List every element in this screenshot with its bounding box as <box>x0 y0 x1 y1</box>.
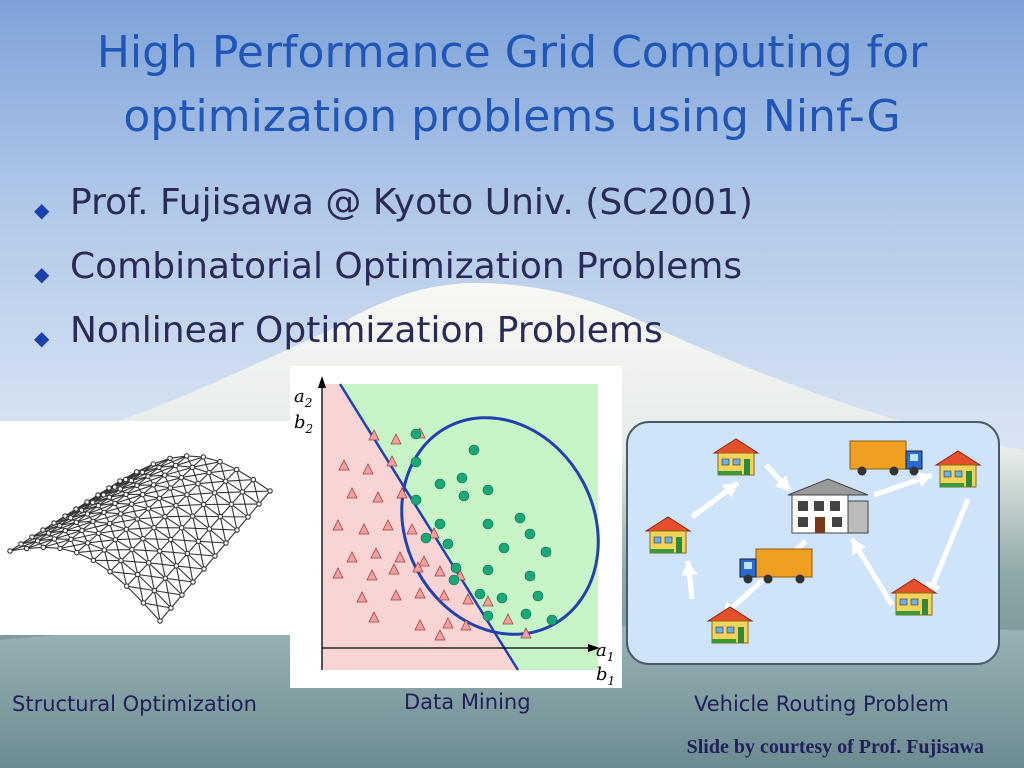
class-b-point <box>456 472 468 484</box>
class-a-point <box>332 567 344 579</box>
class-a-point <box>462 593 474 605</box>
class-a-point <box>406 523 418 535</box>
bullet-text: Nonlinear Optimization Problems <box>70 310 663 351</box>
x-axis-label-a: a1 <box>596 640 614 664</box>
caption-structural-optimization: Structural Optimization <box>12 692 257 716</box>
y-axis-label-b: b2 <box>294 412 313 436</box>
class-b-point <box>410 428 422 440</box>
route-arrowhead-icon <box>852 539 867 556</box>
y-axis-arrow-icon <box>318 376 326 388</box>
class-b-point <box>532 590 544 602</box>
class-a-point <box>414 587 426 599</box>
bullet-text: Combinatorial Optimization Problems <box>70 246 743 287</box>
class-b-point <box>474 588 486 600</box>
slide-title-line-2: optimization problems using Ninf-G <box>123 91 901 142</box>
class-b-point <box>524 570 536 582</box>
separating-line <box>338 383 520 671</box>
y-axis-label-a: a2 <box>294 386 312 410</box>
class-a-point <box>412 561 424 573</box>
class-a-point <box>414 619 426 631</box>
vehicle-routing-figure <box>626 421 1000 665</box>
caption-vehicle-routing: Vehicle Routing Problem <box>694 692 949 716</box>
class-a-point <box>388 563 400 575</box>
class-b-point <box>482 484 494 496</box>
class-a-point <box>428 527 440 539</box>
class-a-point <box>520 627 532 639</box>
class-a-point <box>382 519 394 531</box>
class-a-point <box>396 487 408 499</box>
class-a-point <box>438 589 450 601</box>
class-b-point <box>434 478 446 490</box>
diamond-bullet-icon: ◆ <box>34 262 50 286</box>
class-b-point <box>540 546 552 558</box>
diamond-bullet-icon: ◆ <box>34 198 50 222</box>
x-axis-arrow-icon <box>588 644 600 652</box>
class-a-point <box>358 523 370 535</box>
class-b-point <box>482 564 494 576</box>
class-a-point <box>338 459 350 471</box>
class-b-point <box>458 490 470 502</box>
class-a-point <box>442 617 454 629</box>
class-a-point <box>346 551 358 563</box>
slide-credit: Slide by courtesy of Prof. Fujisawa <box>686 736 984 758</box>
class-a-point <box>434 629 446 641</box>
class-a-point <box>332 519 344 531</box>
class-a-point <box>346 487 358 499</box>
class-b-point <box>514 512 526 524</box>
class-a-point <box>368 611 380 623</box>
diamond-bullet-icon: ◆ <box>34 326 50 350</box>
class-b-point <box>410 456 422 468</box>
class-a-point <box>390 433 402 445</box>
class-b-point <box>482 518 494 530</box>
class-a-point <box>370 547 382 559</box>
class-b-point <box>482 610 494 622</box>
x-axis-label-b: b1 <box>596 664 615 688</box>
route-arrowhead-icon <box>916 472 932 488</box>
class-a-point <box>368 429 380 441</box>
class-a-point <box>482 595 494 607</box>
class-b-point <box>442 538 454 550</box>
class-a-point <box>394 551 406 563</box>
class-a-point <box>356 591 368 603</box>
class-a-point <box>372 491 384 503</box>
class-a-point <box>418 555 430 567</box>
class-a-point <box>366 569 378 581</box>
route-arrow <box>925 498 971 598</box>
data-mining-figure: a2 b2 a1 b1 <box>290 366 622 688</box>
class-b-point <box>468 444 480 456</box>
class-a-point <box>386 455 398 467</box>
class-a-point <box>390 589 402 601</box>
class-a-point <box>362 463 374 475</box>
class-b-point <box>420 532 432 544</box>
route-arrowhead-icon <box>774 475 790 491</box>
class-a-point <box>434 565 446 577</box>
class-b-point <box>498 542 510 554</box>
class-b-point <box>496 592 508 604</box>
slide-title-line-1: High Performance Grid Computing for <box>96 27 928 78</box>
class-b-point <box>524 528 536 540</box>
class-b-point <box>434 518 446 530</box>
class-b-point <box>546 614 558 626</box>
structural-truss-figure <box>0 421 292 635</box>
class-a-point <box>460 619 472 631</box>
depot-building <box>787 478 869 534</box>
route-arrowhead-icon <box>721 483 738 498</box>
bullet-text: Prof. Fujisawa @ Kyoto Univ. (SC2001) <box>70 182 753 223</box>
caption-data-mining: Data Mining <box>404 690 531 714</box>
class-b-point <box>448 574 460 586</box>
class-b-point <box>450 562 462 574</box>
class-b-point <box>520 608 532 620</box>
class-b-point <box>410 494 422 506</box>
class-a-point <box>502 613 514 625</box>
route-arrowhead-icon <box>681 561 698 576</box>
